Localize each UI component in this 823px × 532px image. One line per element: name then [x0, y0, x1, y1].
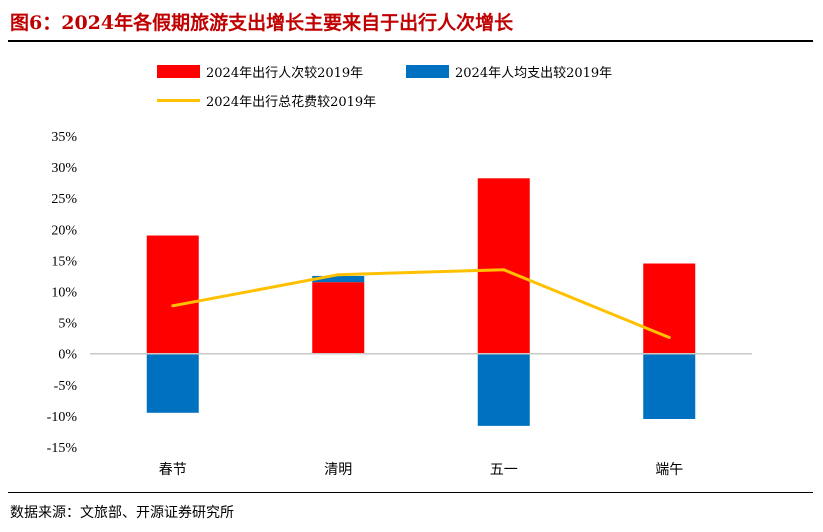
- legend-item-spend-per-person: 2024年人均支出较2019年: [406, 62, 612, 81]
- y-tick-label: 10%: [51, 286, 77, 301]
- legend-swatch-line: [157, 99, 200, 102]
- y-tick-label: 25%: [51, 192, 77, 207]
- x-category-label: 春节: [159, 462, 187, 478]
- bar-spend-per-person: [146, 353, 199, 413]
- legend-label-trips: 2024年出行人次较2019年: [206, 66, 364, 81]
- y-tick-label: -5%: [54, 379, 78, 394]
- y-tick-label: 20%: [51, 223, 77, 238]
- bottom-divider: [8, 492, 813, 493]
- legend-label-spend-per-person: 2024年人均支出较2019年: [455, 66, 613, 81]
- line-point-total-spend: [667, 336, 671, 340]
- y-tick-label: 30%: [51, 161, 77, 176]
- line-point-total-spend: [336, 273, 340, 277]
- bar-trips: [312, 282, 365, 354]
- bar-spend-per-person: [312, 275, 365, 283]
- bar-trips: [643, 263, 696, 354]
- legend-item-total-spend: 2024年出行总花费较2019年: [157, 91, 376, 110]
- line-point-total-spend: [171, 304, 175, 308]
- figure-title: 图6：2024年各假期旅游支出增长主要来自于出行人次增长: [10, 12, 514, 34]
- line-point-total-spend: [502, 268, 506, 272]
- line-total-spend: [172, 268, 670, 339]
- x-category-label: 清明: [324, 462, 352, 478]
- top-divider: [8, 40, 813, 42]
- x-category-label: 五一: [490, 462, 518, 478]
- x-category-label: 端午: [655, 462, 683, 478]
- bar-spend-per-person: [477, 353, 530, 426]
- y-tick-label: -10%: [47, 410, 78, 425]
- legend-swatch-red: [157, 65, 200, 78]
- bar-trips: [146, 235, 199, 354]
- y-tick-label: 0%: [58, 348, 77, 363]
- y-tick-label: -15%: [47, 441, 78, 456]
- legend-swatch-blue: [406, 65, 449, 78]
- bar-trips: [477, 178, 530, 354]
- bar-spend-per-person: [643, 353, 696, 420]
- data-source: 数据来源：文旅部、开源证券研究所: [10, 505, 234, 521]
- legend-item-trips: 2024年出行人次较2019年: [157, 62, 363, 81]
- y-tick-label: 15%: [51, 254, 77, 269]
- legend-label-total-spend: 2024年出行总花费较2019年: [206, 95, 377, 110]
- y-tick-label: 35%: [51, 130, 77, 145]
- y-tick-label: 5%: [58, 317, 77, 332]
